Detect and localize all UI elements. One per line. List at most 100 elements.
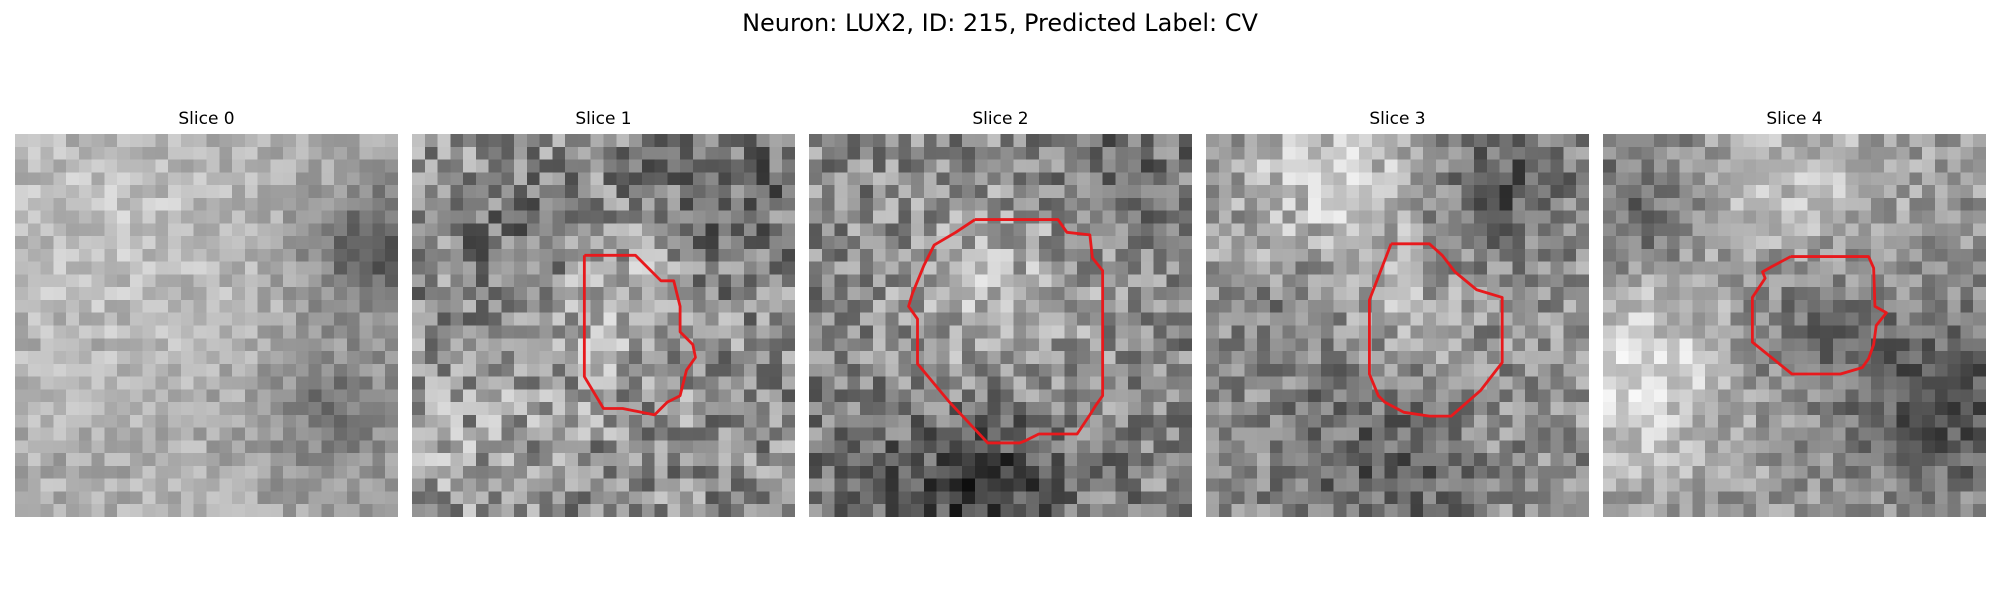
image-pixel xyxy=(974,491,988,505)
image-pixel xyxy=(53,172,67,186)
image-pixel xyxy=(692,402,706,416)
image-pixel xyxy=(1257,197,1271,211)
image-pixel xyxy=(936,197,950,211)
image-pixel xyxy=(1140,197,1154,211)
image-pixel xyxy=(756,440,770,454)
image-pixel xyxy=(1153,453,1167,467)
image-pixel xyxy=(334,159,348,173)
image-pixel xyxy=(705,223,719,237)
image-pixel xyxy=(1973,427,1986,441)
image-pixel xyxy=(1947,351,1961,365)
image-pixel xyxy=(1499,223,1513,237)
image-pixel xyxy=(539,376,553,390)
image-pixel xyxy=(1128,210,1142,224)
image-pixel xyxy=(1461,504,1475,517)
image-pixel xyxy=(1807,261,1821,275)
image-pixel xyxy=(872,402,886,416)
image-pixel xyxy=(1883,299,1897,313)
image-pixel xyxy=(1346,299,1360,313)
image-pixel xyxy=(616,363,630,377)
image-pixel xyxy=(1269,261,1283,275)
image-pixel xyxy=(168,440,182,454)
image-pixel xyxy=(346,248,360,262)
image-pixel xyxy=(1743,504,1757,517)
image-pixel xyxy=(1013,261,1027,275)
image-pixel xyxy=(1244,389,1258,403)
image-pixel xyxy=(987,363,1001,377)
image-pixel xyxy=(129,274,143,288)
image-pixel xyxy=(475,338,489,352)
image-pixel xyxy=(359,185,373,199)
image-pixel xyxy=(1448,478,1462,492)
image-pixel xyxy=(488,504,502,517)
image-pixel xyxy=(1423,465,1437,479)
image-pixel xyxy=(1308,210,1322,224)
image-pixel xyxy=(718,376,732,390)
image-pixel xyxy=(1794,299,1808,313)
image-pixel xyxy=(1128,159,1142,173)
image-pixel xyxy=(91,312,105,326)
image-pixel xyxy=(1282,440,1296,454)
image-pixel xyxy=(1051,261,1065,275)
image-pixel xyxy=(232,146,246,160)
image-pixel xyxy=(1934,197,1948,211)
image-pixel xyxy=(1397,465,1411,479)
image-pixel xyxy=(232,414,246,428)
image-pixel xyxy=(168,223,182,237)
image-pixel xyxy=(475,146,489,160)
image-pixel xyxy=(847,389,861,403)
image-pixel xyxy=(1705,223,1719,237)
image-pixel xyxy=(1499,159,1513,173)
image-pixel xyxy=(1089,504,1103,517)
image-pixel xyxy=(1115,491,1129,505)
image-pixel xyxy=(27,465,41,479)
image-pixel xyxy=(809,427,823,441)
image-pixel xyxy=(334,376,348,390)
image-pixel xyxy=(1525,172,1539,186)
image-pixel xyxy=(1244,440,1258,454)
image-pixel xyxy=(1934,287,1948,301)
image-pixel xyxy=(1206,299,1220,313)
image-pixel xyxy=(424,402,438,416)
image-pixel xyxy=(756,376,770,390)
image-pixel xyxy=(270,172,284,186)
image-pixel xyxy=(1512,491,1526,505)
image-pixel xyxy=(1013,363,1027,377)
image-pixel xyxy=(1576,248,1589,262)
image-pixel xyxy=(1871,312,1885,326)
image-pixel xyxy=(641,236,655,250)
image-pixel xyxy=(475,325,489,339)
image-pixel xyxy=(936,338,950,352)
image-pixel xyxy=(872,389,886,403)
image-pixel xyxy=(1717,504,1731,517)
image-pixel xyxy=(809,159,823,173)
image-pixel xyxy=(1474,440,1488,454)
image-pixel xyxy=(1666,134,1680,148)
image-pixel xyxy=(1486,478,1500,492)
image-pixel xyxy=(1960,325,1974,339)
image-pixel xyxy=(1973,338,1986,352)
image-pixel xyxy=(1026,299,1040,313)
image-pixel xyxy=(654,453,668,467)
image-pixel xyxy=(667,172,681,186)
image-pixel xyxy=(1820,274,1834,288)
image-pixel xyxy=(1768,427,1782,441)
image-pixel xyxy=(1423,210,1437,224)
image-pixel xyxy=(1563,376,1577,390)
image-pixel xyxy=(1051,134,1065,148)
image-pixel xyxy=(193,427,207,441)
image-pixel xyxy=(565,248,579,262)
image-pixel xyxy=(1102,274,1116,288)
image-pixel xyxy=(193,363,207,377)
image-pixel xyxy=(1435,402,1449,416)
image-pixel xyxy=(1512,351,1526,365)
image-pixel xyxy=(91,210,105,224)
image-pixel xyxy=(334,172,348,186)
image-pixel xyxy=(257,338,271,352)
image-pixel xyxy=(1603,363,1617,377)
image-pixel xyxy=(1603,210,1617,224)
image-pixel xyxy=(1231,478,1245,492)
image-pixel xyxy=(1550,287,1564,301)
image-pixel xyxy=(1512,236,1526,250)
image-pixel xyxy=(1410,146,1424,160)
